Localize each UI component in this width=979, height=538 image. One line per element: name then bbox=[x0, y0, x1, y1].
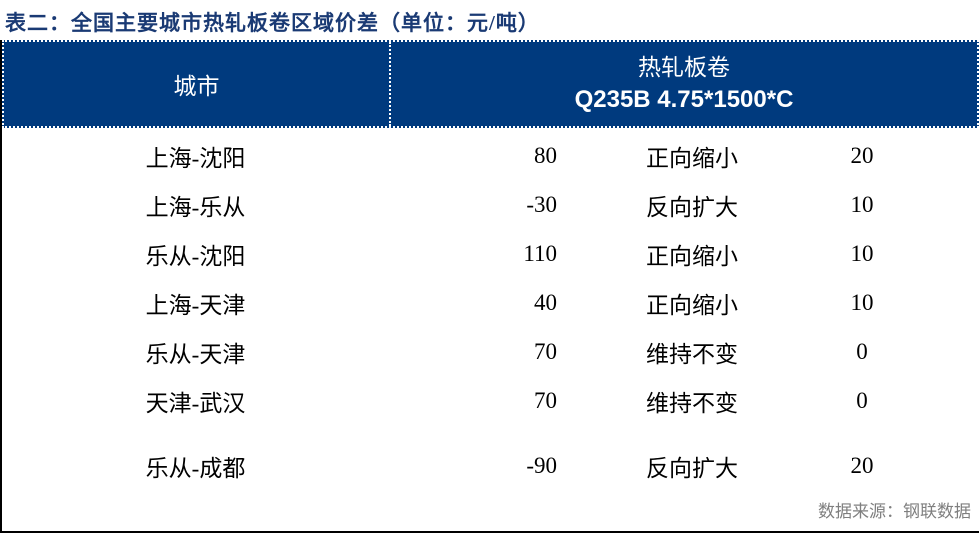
price-spread-table: 城市 热轧板卷 Q235B 4.75*1500*C 上海-沈阳 80 正向缩小 … bbox=[0, 40, 979, 533]
table-title: 表二：全国主要城市热轧板卷区域价差（单位：元/吨） bbox=[5, 11, 540, 35]
table-header-row: 城市 热轧板卷 Q235B 4.75*1500*C bbox=[2, 40, 979, 128]
change-cell: 10 bbox=[850, 289, 874, 315]
trend-cell: 维持不变 bbox=[646, 390, 738, 416]
trend-cell: 反向扩大 bbox=[646, 194, 738, 220]
route-cell: 上海-沈阳 bbox=[145, 145, 246, 171]
route-cell: 天津-武汉 bbox=[145, 390, 246, 416]
route-cell: 乐从-成都 bbox=[145, 455, 246, 481]
product-spec-label: Q235B 4.75*1500*C bbox=[574, 86, 794, 113]
spread-cell: 80 bbox=[534, 142, 557, 168]
column-header-product: 热轧板卷 Q235B 4.75*1500*C bbox=[389, 42, 977, 126]
change-cell: 20 bbox=[850, 452, 874, 478]
trend-cell: 正向缩小 bbox=[646, 292, 738, 318]
spread-cell: -30 bbox=[526, 191, 557, 217]
route-cell: 乐从-沈阳 bbox=[145, 243, 246, 269]
table-row: 上海-沈阳 80 正向缩小 20 bbox=[2, 131, 979, 180]
table-row: 上海-乐从 -30 反向扩大 10 bbox=[2, 180, 979, 229]
change-cell: 0 bbox=[856, 338, 868, 364]
spread-cell: -90 bbox=[526, 452, 557, 478]
spread-cell: 40 bbox=[534, 289, 557, 315]
trend-cell: 反向扩大 bbox=[646, 455, 738, 481]
route-cell: 上海-天津 bbox=[145, 292, 246, 318]
table-row: 乐从-成都 -90 反向扩大 20 bbox=[2, 441, 979, 490]
spread-cell: 70 bbox=[534, 387, 557, 413]
change-cell: 0 bbox=[856, 387, 868, 413]
data-source-note: 数据来源：钢联数据 bbox=[818, 502, 971, 521]
spread-cell: 110 bbox=[523, 240, 557, 266]
table-row: 乐从-沈阳 110 正向缩小 10 bbox=[2, 229, 979, 278]
change-cell: 20 bbox=[850, 142, 874, 168]
change-cell: 10 bbox=[850, 240, 874, 266]
trend-cell: 正向缩小 bbox=[646, 145, 738, 171]
product-name-label: 热轧板卷 bbox=[638, 55, 730, 80]
change-cell: 10 bbox=[850, 191, 874, 217]
route-cell: 乐从-天津 bbox=[145, 341, 246, 367]
table-body: 上海-沈阳 80 正向缩小 20 上海-乐从 -30 反向扩大 10 乐从-沈阳… bbox=[2, 128, 979, 490]
table-row: 天津-武汉 70 维持不变 0 bbox=[2, 376, 979, 425]
trend-cell: 维持不变 bbox=[646, 341, 738, 367]
route-cell: 上海-乐从 bbox=[145, 194, 246, 220]
table-row: 乐从-天津 70 维持不变 0 bbox=[2, 327, 979, 376]
trend-cell: 正向缩小 bbox=[646, 243, 738, 269]
table-row: 上海-天津 40 正向缩小 10 bbox=[2, 278, 979, 327]
spread-cell: 70 bbox=[534, 338, 557, 364]
column-header-city: 城市 bbox=[173, 74, 220, 99]
